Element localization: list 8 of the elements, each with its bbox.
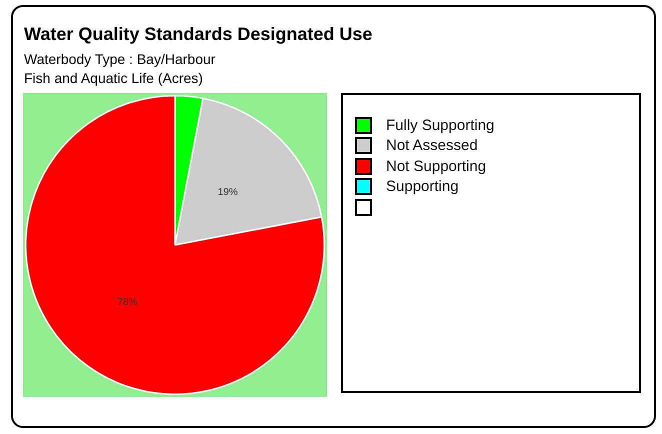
legend-label: Supporting (386, 178, 459, 196)
data-label: 19% (218, 186, 238, 198)
chart-title: Water Quality Standards Designated Use (24, 24, 372, 45)
data-label: 78% (117, 297, 138, 308)
legend-label: Not Supporting (386, 158, 486, 175)
legend-label: Not Assessed (386, 137, 478, 154)
chart-subtitle: Waterbody Type : Bay/Harbour Fish and Aquatic Life (Acres) (24, 50, 216, 88)
legend-label: Fully Supporting (386, 116, 494, 134)
